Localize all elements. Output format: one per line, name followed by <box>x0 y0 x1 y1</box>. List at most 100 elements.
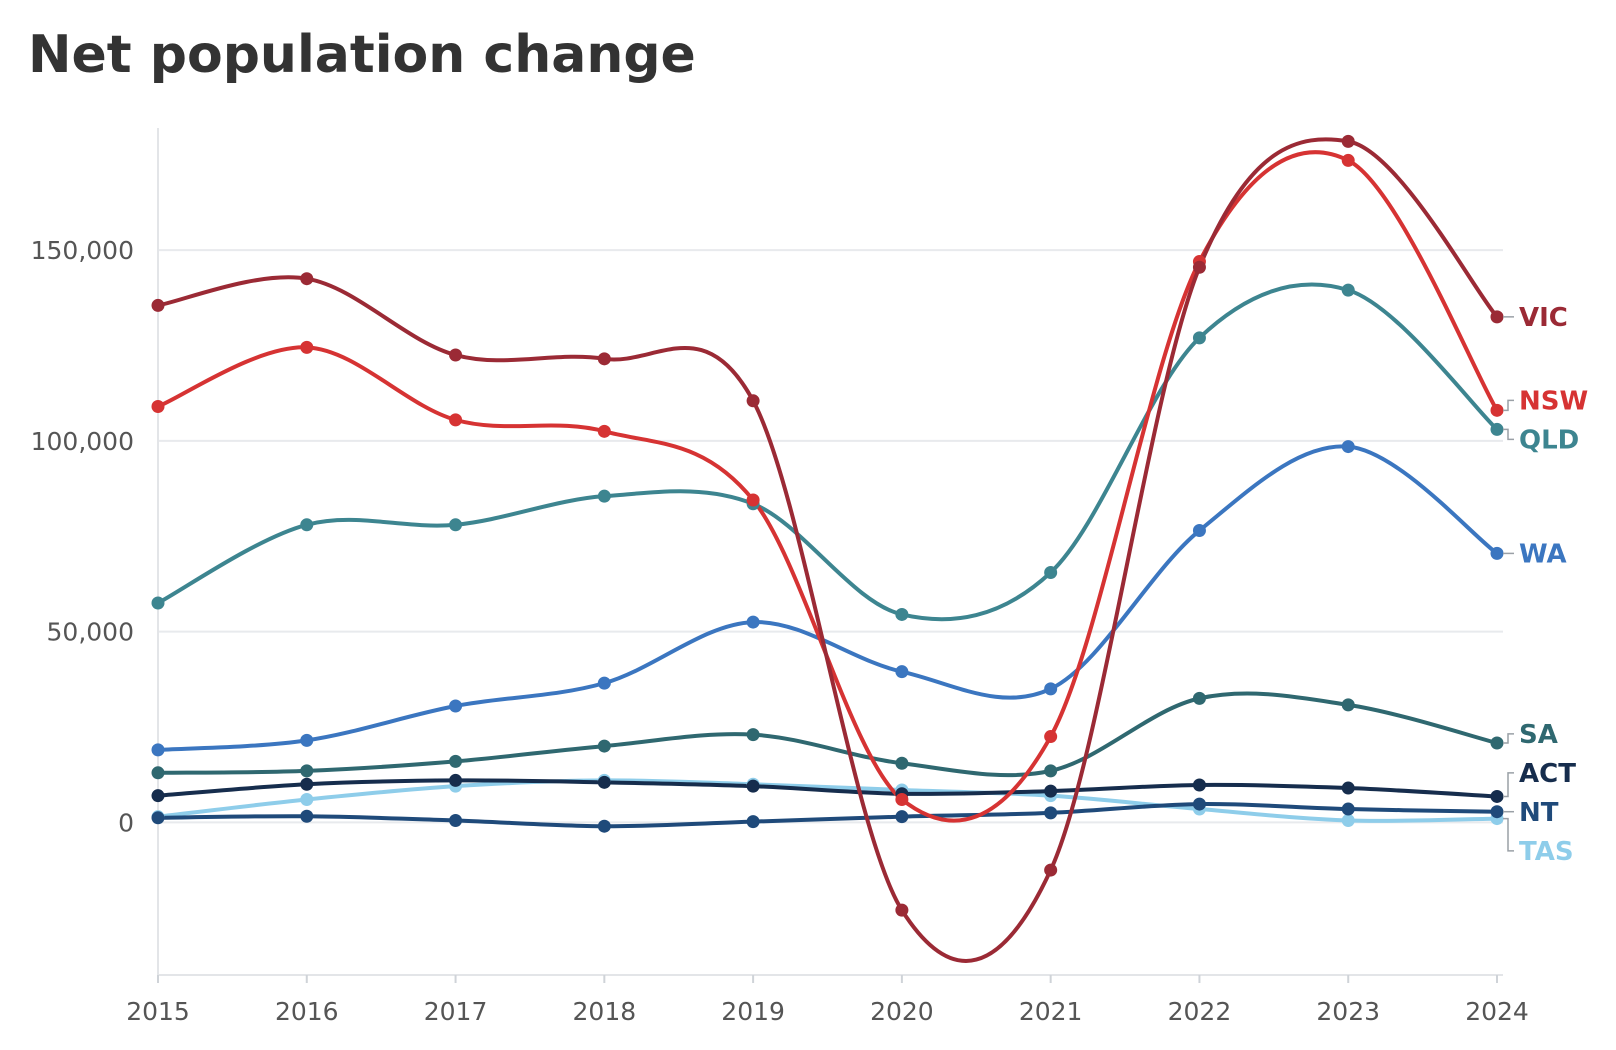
data-point-qld <box>1341 283 1355 297</box>
data-point-qld <box>1192 331 1206 345</box>
data-point-sa <box>449 754 463 768</box>
axes: 0 50,000 100,000 150,000 2015 2016 2017 2018 201… <box>31 128 1529 1026</box>
data-point-nsw <box>895 792 909 806</box>
label-connector <box>1503 733 1514 744</box>
x-tick-label: 2018 <box>573 997 637 1026</box>
data-point-vic <box>1341 134 1355 148</box>
data-point-nt <box>1192 797 1206 811</box>
x-tick-label: 2021 <box>1019 997 1083 1026</box>
data-point-tas <box>1341 813 1355 827</box>
series-label-qld: QLD <box>1519 425 1579 455</box>
data-point-act <box>1341 781 1355 795</box>
data-point-wa <box>1044 682 1058 696</box>
series-label-tas: TAS <box>1519 837 1574 867</box>
series-lines <box>156 137 1499 963</box>
data-point-qld <box>597 489 611 503</box>
data-point-act <box>1044 784 1058 798</box>
data-point-sa <box>746 728 760 742</box>
series-line-act <box>156 778 1499 799</box>
data-point-act <box>449 773 463 787</box>
series-label-vic: VIC <box>1519 303 1568 333</box>
data-point-nsw <box>449 413 463 427</box>
data-point-act <box>300 777 314 791</box>
y-tick-label: 100,000 <box>31 427 134 456</box>
data-point-wa <box>449 699 463 713</box>
data-point-qld <box>1490 422 1504 436</box>
series-labels: VIC NSW QLD WA SA ACT NT TAS <box>1503 303 1588 867</box>
data-point-act <box>746 779 760 793</box>
x-tick-label: 2024 <box>1465 997 1529 1026</box>
data-point-wa <box>1341 440 1355 454</box>
y-tick-label: 0 <box>118 808 134 837</box>
data-point-nsw <box>1490 403 1504 417</box>
data-point-nt <box>1490 805 1504 819</box>
data-point-nt <box>895 810 909 824</box>
data-point-vic <box>1044 863 1058 877</box>
data-point-vic <box>1192 260 1206 274</box>
data-point-vic <box>300 272 314 286</box>
data-point-qld <box>1044 565 1058 579</box>
data-point-nsw <box>1341 153 1355 167</box>
series-markers <box>151 134 1504 917</box>
data-point-act <box>1490 789 1504 803</box>
series-line-nt <box>156 802 1499 829</box>
x-tick-label: 2017 <box>424 997 488 1026</box>
data-point-nsw <box>300 340 314 354</box>
label-connector <box>1503 428 1514 441</box>
series-label-sa: SA <box>1519 720 1558 750</box>
grid-lines <box>158 249 1503 824</box>
data-point-sa <box>1044 764 1058 778</box>
data-point-vic <box>746 394 760 408</box>
series-label-wa: WA <box>1519 539 1567 569</box>
data-point-sa <box>1341 698 1355 712</box>
data-point-nsw <box>746 493 760 507</box>
data-point-qld <box>895 607 909 621</box>
data-point-vic <box>1490 310 1504 324</box>
data-point-sa <box>1192 691 1206 705</box>
x-tick-label: 2019 <box>721 997 785 1026</box>
data-point-vic <box>597 352 611 366</box>
data-point-sa <box>151 766 165 780</box>
data-point-qld <box>151 596 165 610</box>
data-point-act <box>1192 778 1206 792</box>
series-label-act: ACT <box>1519 759 1576 789</box>
label-connector <box>1503 817 1514 852</box>
data-point-vic <box>449 348 463 362</box>
series-line-vic <box>156 137 1499 963</box>
series-line-tas <box>156 778 1499 823</box>
x-tick-label: 2015 <box>126 997 190 1026</box>
data-point-sa <box>1490 736 1504 750</box>
data-point-act <box>151 789 165 803</box>
data-point-qld <box>449 518 463 532</box>
data-point-wa <box>597 676 611 690</box>
data-point-nt <box>449 813 463 827</box>
data-point-nsw <box>1044 730 1058 744</box>
data-point-nt <box>1341 802 1355 816</box>
x-tick-label: 2023 <box>1316 997 1380 1026</box>
chart-title: Net population change <box>28 25 696 85</box>
data-point-nt <box>597 819 611 833</box>
data-point-wa <box>895 665 909 679</box>
y-tick-label: 150,000 <box>31 236 134 265</box>
x-tick-label: 2016 <box>275 997 339 1026</box>
data-point-wa <box>300 733 314 747</box>
data-point-wa <box>1192 524 1206 538</box>
label-connector <box>1503 772 1514 798</box>
data-point-vic <box>895 903 909 917</box>
data-point-nsw <box>597 424 611 438</box>
y-tick-label: 50,000 <box>47 618 134 647</box>
series-line-qld <box>156 282 1499 622</box>
x-tick-label: 2020 <box>870 997 934 1026</box>
data-point-nsw <box>151 400 165 414</box>
x-tick-label: 2022 <box>1168 997 1232 1026</box>
series-line-wa <box>156 444 1499 752</box>
data-point-nt <box>151 811 165 825</box>
data-point-wa <box>151 743 165 757</box>
data-point-tas <box>300 792 314 806</box>
series-line-sa <box>156 691 1499 778</box>
data-point-nt <box>1044 806 1058 820</box>
data-point-wa <box>746 615 760 629</box>
data-point-wa <box>1490 546 1504 560</box>
